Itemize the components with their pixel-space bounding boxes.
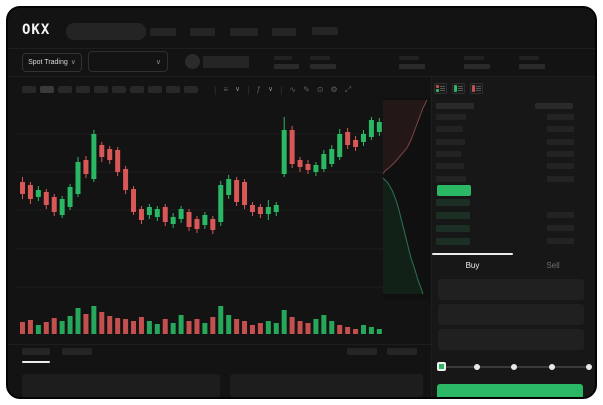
stat-value	[274, 64, 299, 69]
orders-action[interactable]	[347, 348, 377, 355]
pair-name-placeholder	[203, 56, 249, 68]
market-type-label: Spot Trading	[28, 59, 68, 66]
orders-row-skeleton	[230, 374, 423, 397]
ask-row-price	[436, 150, 461, 157]
pair-select[interactable]: ∨	[88, 51, 168, 72]
last-price-bar	[437, 185, 471, 196]
draw-tool-icon[interactable]: ✎	[303, 85, 310, 94]
slider-dot[interactable]	[549, 364, 555, 370]
timeframe-row	[22, 86, 198, 93]
camera-icon[interactable]: ⊙	[316, 85, 324, 94]
submit-buy-button[interactable]	[437, 384, 583, 397]
ask-row-amount	[547, 163, 574, 170]
bid-row-price	[436, 238, 470, 245]
slider-handle[interactable]	[437, 362, 446, 371]
depth-chart	[383, 98, 430, 300]
nav-item[interactable]	[150, 28, 176, 36]
chevron-down-icon[interactable]: ∨	[267, 86, 274, 93]
orders-action[interactable]	[387, 348, 417, 355]
ask-row-amount	[547, 126, 574, 133]
timeframe-button[interactable]	[130, 86, 144, 93]
timeframe-button[interactable]	[22, 86, 36, 93]
bid-row-price	[436, 212, 470, 219]
settings-gear-icon[interactable]: ⚙	[330, 85, 338, 94]
stat-label	[310, 56, 330, 60]
slider-dot[interactable]	[474, 364, 480, 370]
ask-row-price	[436, 114, 466, 120]
bid-row-price	[436, 199, 470, 206]
stat-value	[310, 64, 336, 69]
stat-value	[399, 64, 425, 69]
chevron-down-icon: ∨	[70, 59, 76, 66]
fullscreen-icon[interactable]: ⤢	[344, 84, 352, 94]
timeframe-button[interactable]	[58, 86, 72, 93]
ask-row-price	[436, 175, 466, 182]
chart-tools: | ≡ ∨ | ƒ ∨ | ∿ ✎ ⊙ ⚙ ⤢	[214, 84, 352, 95]
total-input[interactable]	[438, 329, 584, 350]
orders-row-skeleton	[22, 374, 220, 397]
orderbook-layout-bids-icon[interactable]	[452, 83, 465, 94]
bid-row-price	[436, 225, 470, 232]
ask-row-amount	[547, 114, 574, 120]
tab-sell[interactable]: Sell	[546, 261, 560, 270]
ask-row-price	[436, 138, 465, 145]
ask-row-amount	[547, 150, 574, 157]
chevron-down-icon: ∨	[155, 59, 161, 66]
tab-buy[interactable]: Buy	[465, 261, 480, 270]
candle-type-icon[interactable]: ≡	[223, 85, 229, 94]
okx-logo: OKX	[22, 22, 51, 38]
ask-row-amount	[547, 175, 574, 182]
orderbook-header	[535, 103, 573, 109]
ask-row-price	[436, 126, 463, 133]
bid-row-amount	[547, 225, 574, 231]
bid-row-amount	[547, 212, 574, 218]
active-tab-indicator	[432, 253, 513, 255]
line-tool-icon[interactable]: ∿	[289, 85, 297, 94]
price-input[interactable]	[438, 279, 584, 300]
app-window: OKX Spot Trading ∨ ∨	[6, 6, 597, 399]
timeframe-button[interactable]	[148, 86, 162, 93]
slider-dot[interactable]	[586, 364, 592, 370]
ask-row-price	[436, 163, 464, 170]
slider-dot[interactable]	[511, 364, 517, 370]
coin-icon	[185, 54, 200, 69]
bid-row-amount	[547, 238, 574, 244]
market-type-selector[interactable]: Spot Trading ∨	[22, 53, 82, 72]
stat-label	[399, 56, 419, 60]
timeframe-button[interactable]	[166, 86, 180, 93]
nav-item[interactable]	[312, 27, 338, 35]
indicators-icon[interactable]: ƒ	[256, 85, 261, 94]
timeframe-button[interactable]	[184, 86, 198, 93]
orders-tab-indicator	[22, 361, 50, 363]
stat-value	[464, 64, 490, 69]
amount-input[interactable]	[438, 304, 584, 325]
orders-tab[interactable]	[62, 348, 92, 355]
chevron-down-icon[interactable]: ∨	[235, 86, 241, 93]
timeframe-button[interactable]	[76, 86, 90, 93]
stat-label	[519, 56, 539, 60]
orderbook-layout-asks-icon[interactable]	[470, 83, 483, 94]
ask-row-amount	[547, 138, 574, 145]
nav-item[interactable]	[230, 28, 258, 36]
timeframe-button-active[interactable]	[40, 86, 54, 93]
stat-label	[464, 56, 484, 60]
search-input[interactable]	[66, 23, 146, 40]
candlestick-chart[interactable]	[17, 102, 383, 338]
orderbook-layout-both-icon[interactable]	[434, 83, 447, 94]
nav-item[interactable]	[272, 28, 296, 36]
stat-label	[274, 56, 292, 60]
timeframe-button[interactable]	[94, 86, 108, 93]
timeframe-button[interactable]	[112, 86, 126, 93]
orders-tab-active[interactable]	[22, 348, 50, 355]
nav-item[interactable]	[190, 28, 215, 36]
stat-value	[519, 64, 545, 69]
orderbook-header	[436, 103, 474, 109]
